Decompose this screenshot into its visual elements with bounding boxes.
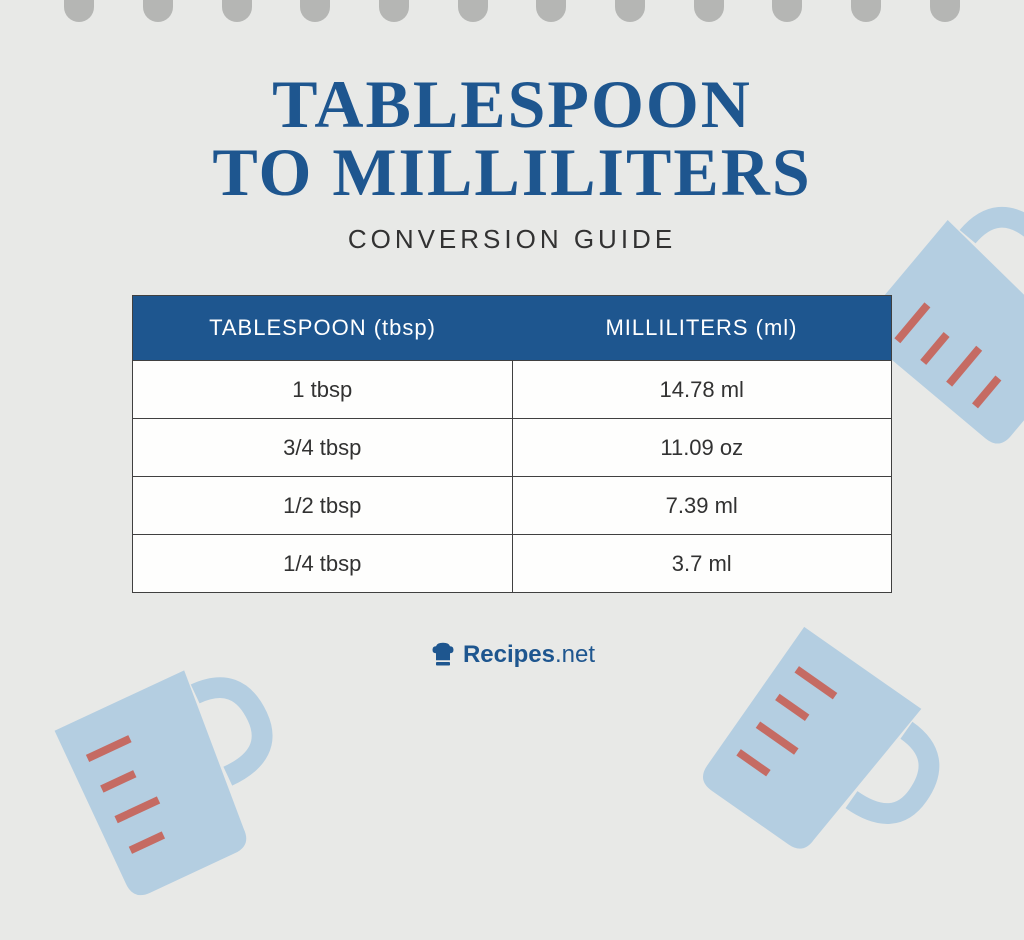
subtitle: CONVERSION GUIDE <box>0 224 1024 255</box>
cell-ml: 11.09 oz <box>513 419 892 476</box>
cell-tbsp: 1/2 tbsp <box>133 477 513 534</box>
measuring-cup-decor <box>653 562 1015 924</box>
table-row: 3/4 tbsp 11.09 oz <box>133 418 891 476</box>
table-row: 1 tbsp 14.78 ml <box>133 360 891 418</box>
brand-logo: Recipes.net <box>429 641 595 669</box>
cell-tbsp: 1 tbsp <box>133 361 513 418</box>
table-header-row: TABLESPOON (tbsp) MILLILITERS (ml) <box>133 296 891 360</box>
conversion-table: TABLESPOON (tbsp) MILLILITERS (ml) 1 tbs… <box>132 295 892 593</box>
chef-hat-icon <box>429 641 457 669</box>
table-row: 1/2 tbsp 7.39 ml <box>133 476 891 534</box>
cell-ml: 3.7 ml <box>513 535 892 592</box>
cell-tbsp: 3/4 tbsp <box>133 419 513 476</box>
table-header-milliliters: MILLILITERS (ml) <box>512 296 891 360</box>
cell-ml: 7.39 ml <box>513 477 892 534</box>
table-row: 1/4 tbsp 3.7 ml <box>133 534 891 592</box>
brand-footer: Recipes.net <box>0 641 1024 674</box>
title-line-2: TO MILLILITERS <box>0 138 1024 206</box>
brand-name: Recipes.net <box>463 641 595 669</box>
table-header-tablespoon: TABLESPOON (tbsp) <box>133 296 512 360</box>
cell-ml: 14.78 ml <box>513 361 892 418</box>
cell-tbsp: 1/4 tbsp <box>133 535 513 592</box>
page-header: TABLESPOON TO MILLILITERS CONVERSION GUI… <box>0 0 1024 255</box>
title-line-1: TABLESPOON <box>0 70 1024 138</box>
